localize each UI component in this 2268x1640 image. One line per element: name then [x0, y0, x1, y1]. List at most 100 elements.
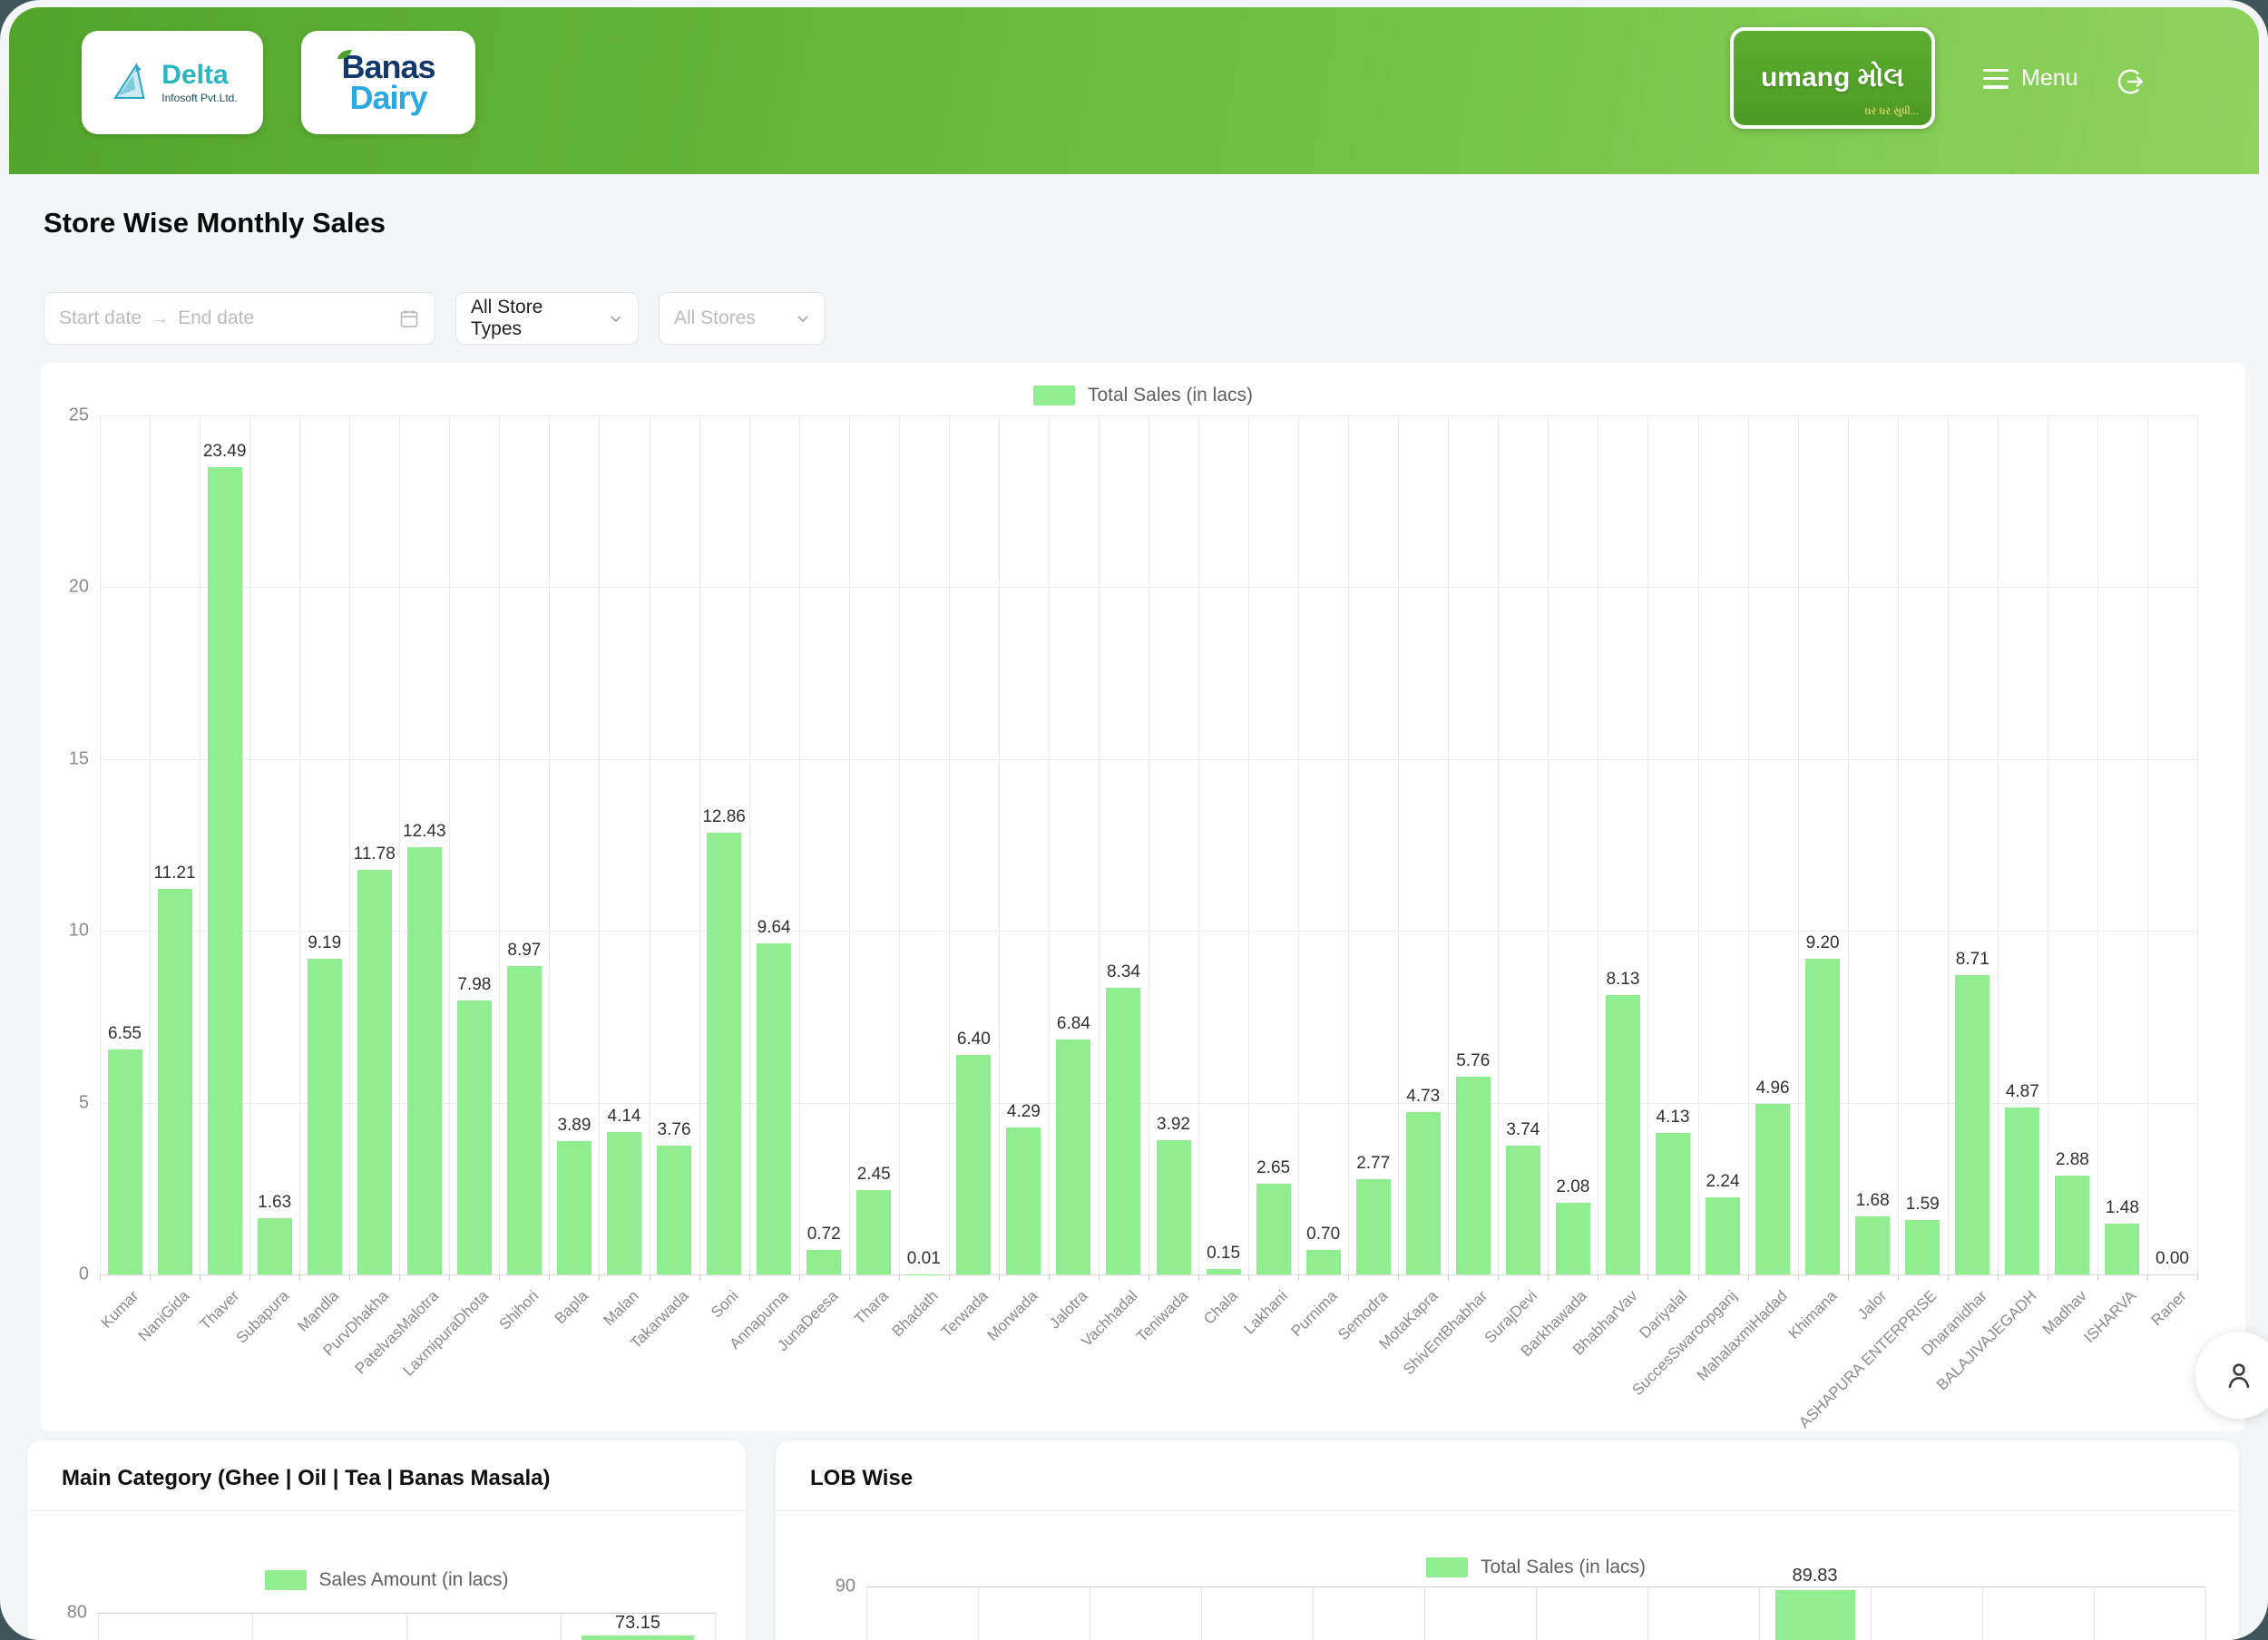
bar[interactable] — [308, 959, 342, 1274]
bar[interactable] — [582, 1635, 694, 1640]
axis-tick — [899, 1274, 900, 1281]
bar[interactable] — [707, 833, 741, 1274]
bar[interactable] — [557, 1141, 591, 1274]
bar[interactable] — [158, 889, 192, 1274]
store-type-select[interactable]: All Store Types — [455, 292, 639, 345]
x-axis-label: Mandla — [294, 1287, 343, 1336]
bar[interactable] — [1006, 1128, 1041, 1275]
bar[interactable] — [757, 943, 791, 1274]
bar[interactable] — [1805, 959, 1840, 1274]
bar-value-label: 2.65 — [1256, 1158, 1290, 1178]
bar[interactable] — [407, 847, 442, 1274]
bar[interactable] — [2055, 1176, 2089, 1274]
bar[interactable] — [607, 1132, 641, 1274]
bar[interactable] — [1256, 1184, 1291, 1274]
chart-legend[interactable]: Total Sales (in lacs) — [866, 1557, 2205, 1578]
gridline — [1748, 415, 1749, 1274]
bar[interactable] — [457, 1001, 492, 1274]
x-axis-label: NaniGida — [134, 1287, 192, 1345]
date-range-picker[interactable]: Start date → End date — [44, 292, 435, 345]
chart-legend[interactable]: Sales Amount (in lacs) — [27, 1569, 746, 1591]
bar[interactable] — [1306, 1250, 1341, 1274]
bar[interactable] — [1056, 1040, 1090, 1274]
x-axis-label: Malan — [600, 1287, 642, 1330]
bar[interactable] — [1606, 995, 1640, 1274]
menu-button[interactable]: Menu — [1983, 65, 2078, 92]
bar[interactable] — [1775, 1590, 1855, 1640]
y-tick-label: 90 — [810, 1577, 855, 1597]
bar[interactable] — [1755, 1104, 1790, 1274]
axis-tick — [449, 1274, 450, 1281]
bar[interactable] — [1356, 1179, 1391, 1274]
store-select-placeholder: All Stores — [674, 308, 756, 329]
bar-value-label: 8.34 — [1107, 962, 1140, 982]
gridline — [1698, 415, 1699, 1274]
menu-label: Menu — [2021, 65, 2078, 92]
bar[interactable] — [258, 1218, 292, 1274]
page-title: Store Wise Monthly Sales — [44, 207, 386, 239]
bar[interactable] — [208, 467, 242, 1274]
bar-value-label: 4.87 — [2006, 1082, 2039, 1102]
axis-tick — [949, 1274, 950, 1281]
bar[interactable] — [507, 966, 542, 1274]
logout-button[interactable] — [2116, 67, 2145, 96]
chevron-down-icon — [796, 311, 810, 326]
bar[interactable] — [1905, 1220, 1940, 1274]
bar[interactable] — [856, 1190, 891, 1274]
gridline — [866, 1586, 867, 1640]
bar-value-label: 7.98 — [457, 975, 491, 995]
main-category-title: Main Category (Ghee | Oil | Tea | Banas … — [62, 1466, 551, 1491]
x-axis-label: ISHARVA — [2081, 1287, 2141, 1347]
bar[interactable] — [1706, 1197, 1740, 1274]
bar[interactable] — [1955, 975, 1989, 1274]
x-axis-label: Teniwada — [1133, 1287, 1192, 1346]
bar[interactable] — [108, 1049, 142, 1274]
y-tick-label: 5 — [44, 1092, 89, 1113]
bar-value-label: 9.20 — [1806, 933, 1840, 953]
gridline — [2097, 415, 2098, 1274]
x-axis-label: Shihori — [495, 1287, 543, 1334]
axis-tick — [1798, 1274, 1799, 1281]
x-axis-label: Raner — [2148, 1287, 2191, 1330]
divider — [776, 1510, 2239, 1511]
axis-tick — [999, 1274, 1000, 1281]
gridline — [561, 1613, 562, 1640]
bar-value-label: 4.13 — [1657, 1108, 1690, 1128]
gridline — [349, 415, 350, 1274]
store-select[interactable]: All Stores — [659, 292, 826, 345]
gridline — [1548, 415, 1549, 1274]
gridline — [1201, 1586, 1202, 1640]
bar[interactable] — [1207, 1269, 1241, 1274]
bar[interactable] — [1656, 1133, 1690, 1274]
axis-tick — [1898, 1274, 1899, 1281]
gridline — [1248, 415, 1249, 1274]
bar[interactable] — [956, 1055, 991, 1274]
gridline — [399, 415, 400, 1274]
person-icon — [2220, 1356, 2258, 1394]
axis-tick — [1348, 1274, 1349, 1281]
x-axis-label: Chala — [1200, 1287, 1242, 1329]
y-tick-label: 80 — [42, 1603, 87, 1624]
gridline — [2147, 415, 2148, 1274]
bar[interactable] — [1157, 1140, 1191, 1274]
bar[interactable] — [2005, 1108, 2039, 1274]
chart-legend[interactable]: Total Sales (in lacs) — [41, 385, 2245, 406]
x-axis-label: Kumar — [98, 1287, 143, 1332]
bar[interactable] — [357, 870, 392, 1274]
bar[interactable] — [657, 1146, 691, 1274]
legend-label: Sales Amount (in lacs) — [319, 1569, 509, 1591]
bar-value-label: 2.08 — [1556, 1177, 1589, 1197]
gridline — [299, 415, 300, 1274]
bar[interactable] — [1456, 1077, 1491, 1274]
bar[interactable] — [1556, 1203, 1590, 1274]
x-axis-label: Bhadath — [889, 1287, 943, 1341]
bar[interactable] — [1855, 1216, 1890, 1274]
dashboard-page: Delta Infosoft Pvt.Ltd. Banas Dairy uman… — [0, 0, 2268, 1640]
bar[interactable] — [1406, 1112, 1441, 1274]
bar[interactable] — [1106, 988, 1140, 1274]
bar[interactable] — [2105, 1224, 2139, 1274]
bar-value-label: 2.77 — [1356, 1154, 1390, 1174]
gridline — [1848, 415, 1849, 1274]
bar[interactable] — [807, 1250, 841, 1274]
bar[interactable] — [1506, 1146, 1540, 1274]
